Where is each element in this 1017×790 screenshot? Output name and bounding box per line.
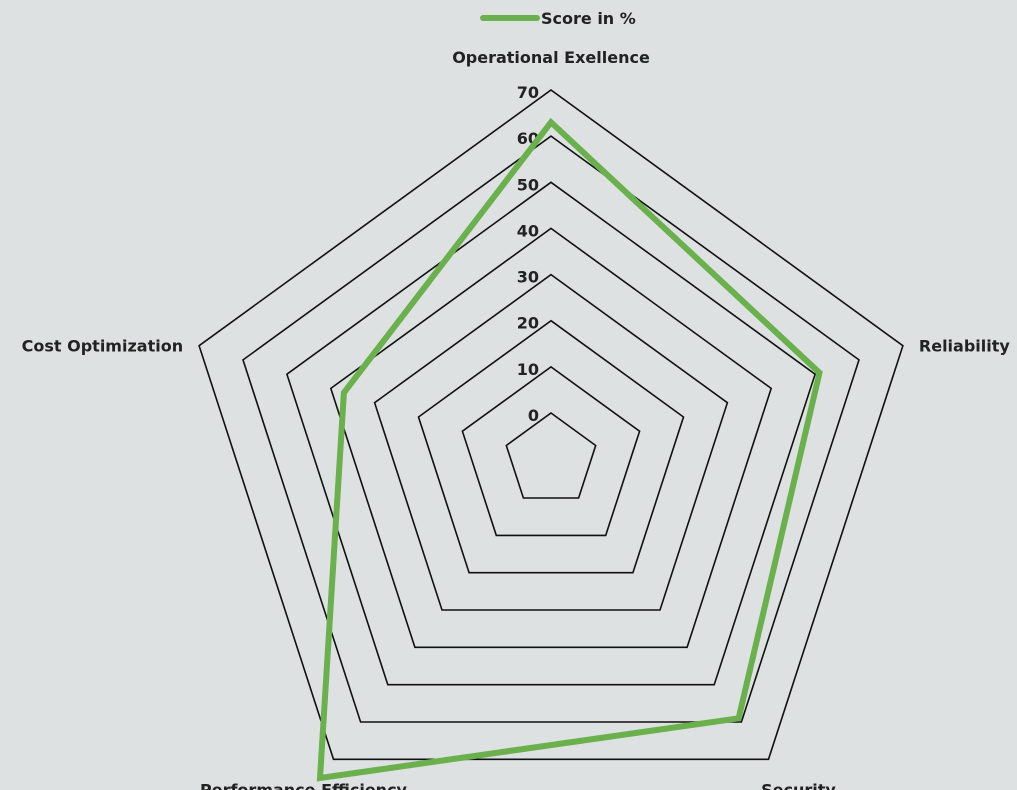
axis-label-2: Security <box>761 780 836 790</box>
grid-ring-60 <box>242 135 860 723</box>
legend-label: Score in % <box>541 9 636 28</box>
series-line-0 <box>316 117 823 782</box>
tick-label-50: 50 <box>517 175 539 194</box>
axis-label-3: Performance Efficiency <box>200 780 408 790</box>
radar-grid <box>198 89 904 761</box>
axis-label-4: Cost Optimization <box>22 337 183 356</box>
series-group <box>316 117 823 782</box>
axis-label-1: Reliability <box>919 337 1010 356</box>
grid-ring-10 <box>461 365 641 537</box>
axis-label-0: Operational Exellence <box>452 48 650 67</box>
tick-label-0: 0 <box>528 406 539 425</box>
axis-labels: Operational Exellence Reliability Security… <box>22 48 1011 790</box>
legend: Score in % <box>480 9 636 28</box>
grid-ring-50 <box>285 181 817 686</box>
grid-ring-70 <box>198 89 904 761</box>
tick-label-30: 30 <box>517 268 539 287</box>
grid-ring-20 <box>417 319 685 574</box>
tick-label-10: 10 <box>517 360 539 379</box>
tick-label-40: 40 <box>517 221 539 240</box>
tick-label-70: 70 <box>517 83 539 102</box>
grid-ring-30 <box>373 273 729 611</box>
tick-label-20: 20 <box>517 314 539 333</box>
grid-ring-0 <box>505 412 597 499</box>
grid-ring-40 <box>329 227 773 649</box>
